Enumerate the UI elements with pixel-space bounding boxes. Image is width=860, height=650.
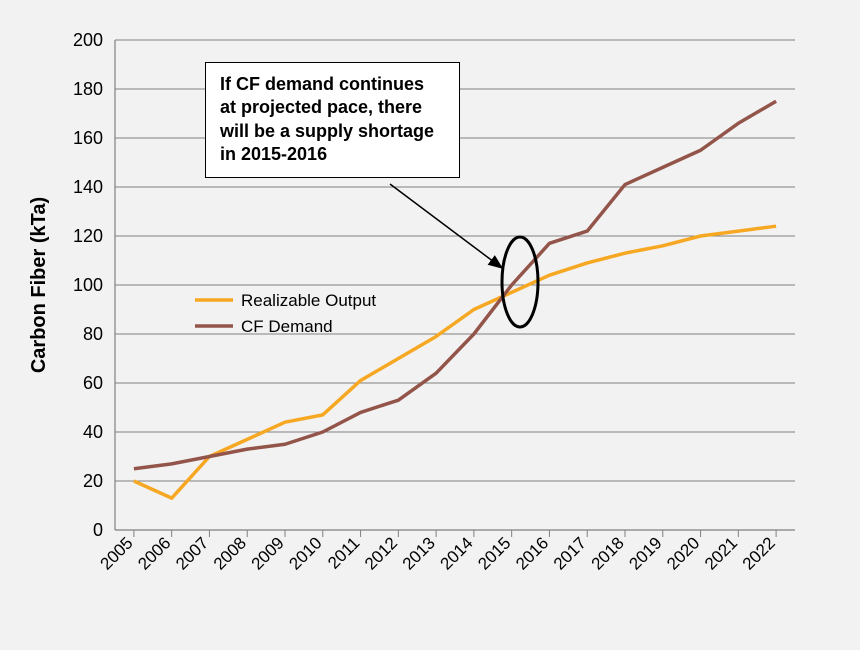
- annotation-callout: If CF demand continues at projected pace…: [205, 62, 460, 178]
- carbon-fiber-chart: 0204060801001201401601802002005200620072…: [0, 0, 860, 650]
- svg-text:200: 200: [73, 30, 103, 50]
- svg-text:0: 0: [93, 520, 103, 540]
- svg-text:60: 60: [83, 373, 103, 393]
- svg-text:Carbon Fiber (kTa): Carbon Fiber (kTa): [28, 197, 50, 373]
- svg-text:40: 40: [83, 422, 103, 442]
- svg-text:120: 120: [73, 226, 103, 246]
- svg-text:CF Demand: CF Demand: [241, 317, 333, 336]
- svg-text:180: 180: [73, 79, 103, 99]
- annotation-text: If CF demand continues at projected pace…: [220, 74, 434, 164]
- svg-text:100: 100: [73, 275, 103, 295]
- svg-text:80: 80: [83, 324, 103, 344]
- svg-text:Realizable Output: Realizable Output: [241, 291, 376, 310]
- svg-text:140: 140: [73, 177, 103, 197]
- svg-text:160: 160: [73, 128, 103, 148]
- svg-text:20: 20: [83, 471, 103, 491]
